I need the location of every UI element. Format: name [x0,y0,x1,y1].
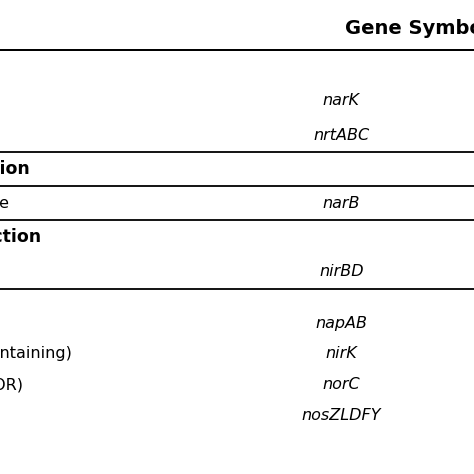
Text: uction: uction [0,228,42,246]
Text: nosZLDFY: nosZLDFY [301,408,381,423]
Text: narB: narB [322,196,360,211]
Text: norC: norC [322,377,360,392]
Text: nirBD: nirBD [319,264,364,279]
Text: ction: ction [0,160,30,178]
Text: narK: narK [323,93,360,109]
Text: containing): containing) [0,346,72,361]
Text: napAB: napAB [315,316,367,330]
Text: nirK: nirK [326,346,357,361]
Text: NOR): NOR) [0,377,23,392]
Text: ase: ase [0,196,9,211]
Text: nrtABC: nrtABC [313,128,369,143]
Text: Gene Symbol: Gene Symbol [345,19,474,38]
